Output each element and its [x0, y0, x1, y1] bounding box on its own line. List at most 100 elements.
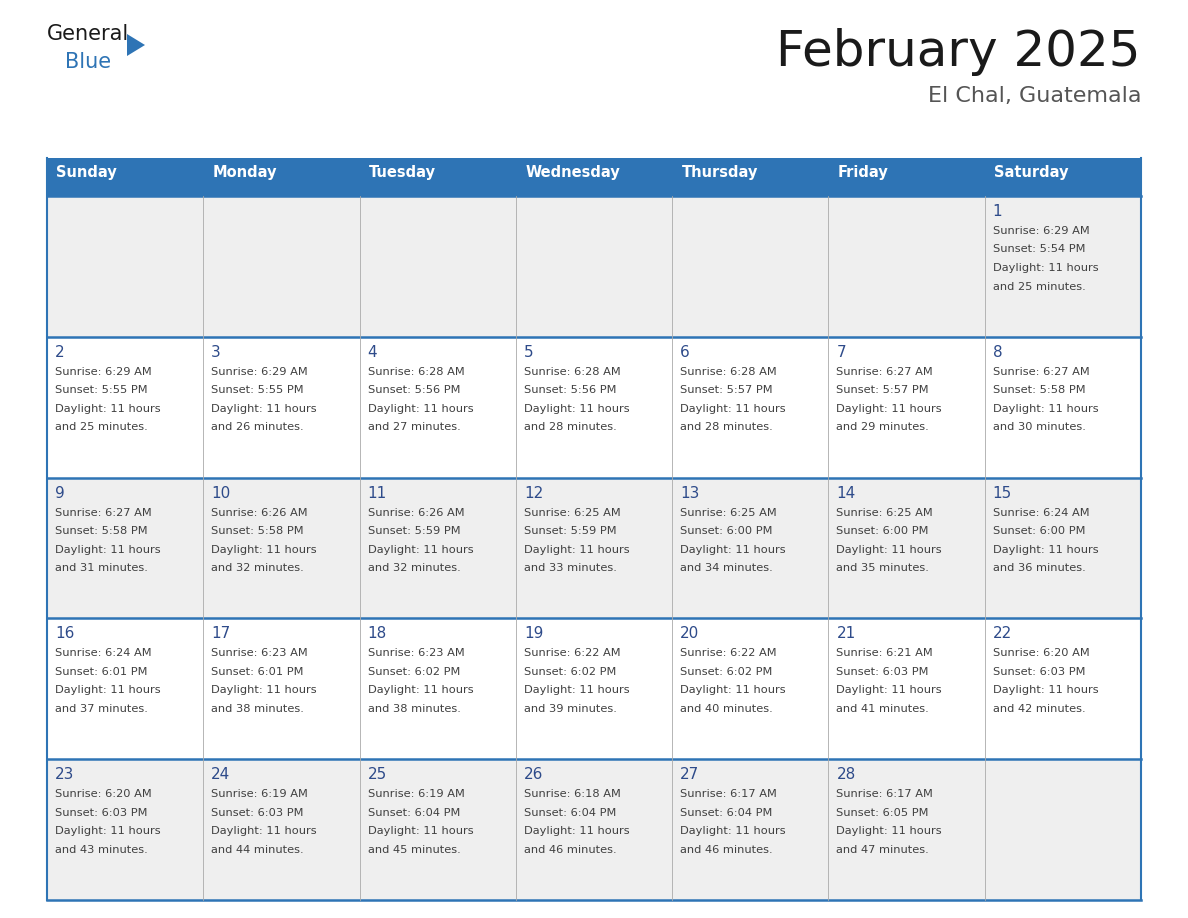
Text: February 2025: February 2025 — [777, 28, 1140, 76]
Text: Tuesday: Tuesday — [369, 165, 436, 180]
Text: and 28 minutes.: and 28 minutes. — [524, 422, 617, 432]
Text: and 38 minutes.: and 38 minutes. — [367, 704, 461, 714]
Text: 23: 23 — [55, 767, 75, 782]
Text: Sunrise: 6:22 AM: Sunrise: 6:22 AM — [524, 648, 620, 658]
Text: 2: 2 — [55, 345, 64, 360]
Text: Sunrise: 6:29 AM: Sunrise: 6:29 AM — [211, 367, 308, 376]
Text: Sunday: Sunday — [56, 165, 118, 180]
Text: Saturday: Saturday — [994, 165, 1068, 180]
Text: Sunset: 6:00 PM: Sunset: 6:00 PM — [681, 526, 772, 536]
Text: and 25 minutes.: and 25 minutes. — [55, 422, 147, 432]
Text: 1: 1 — [993, 204, 1003, 219]
Text: and 37 minutes.: and 37 minutes. — [55, 704, 147, 714]
Text: 16: 16 — [55, 626, 75, 642]
Text: and 44 minutes.: and 44 minutes. — [211, 845, 304, 855]
Text: Sunrise: 6:29 AM: Sunrise: 6:29 AM — [993, 226, 1089, 236]
Text: and 39 minutes.: and 39 minutes. — [524, 704, 617, 714]
Text: 15: 15 — [993, 486, 1012, 500]
Bar — [516, 158, 672, 196]
Text: and 34 minutes.: and 34 minutes. — [681, 563, 773, 573]
Text: and 36 minutes.: and 36 minutes. — [993, 563, 1086, 573]
Text: Sunset: 5:55 PM: Sunset: 5:55 PM — [55, 386, 147, 396]
Text: 8: 8 — [993, 345, 1003, 360]
Bar — [360, 158, 516, 196]
Bar — [48, 196, 1140, 337]
Text: Sunset: 6:02 PM: Sunset: 6:02 PM — [524, 666, 617, 677]
Text: 10: 10 — [211, 486, 230, 500]
Text: Daylight: 11 hours: Daylight: 11 hours — [836, 544, 942, 554]
Text: and 47 minutes.: and 47 minutes. — [836, 845, 929, 855]
Text: Sunset: 6:03 PM: Sunset: 6:03 PM — [55, 808, 147, 818]
Text: Sunset: 5:58 PM: Sunset: 5:58 PM — [211, 526, 304, 536]
Text: Sunrise: 6:25 AM: Sunrise: 6:25 AM — [524, 508, 620, 518]
Text: Friday: Friday — [838, 165, 889, 180]
Text: and 46 minutes.: and 46 minutes. — [681, 845, 772, 855]
Text: Daylight: 11 hours: Daylight: 11 hours — [524, 544, 630, 554]
Text: and 31 minutes.: and 31 minutes. — [55, 563, 147, 573]
Text: Sunset: 6:00 PM: Sunset: 6:00 PM — [836, 526, 929, 536]
Text: Daylight: 11 hours: Daylight: 11 hours — [211, 686, 317, 696]
Text: Daylight: 11 hours: Daylight: 11 hours — [524, 686, 630, 696]
Text: 4: 4 — [367, 345, 378, 360]
Text: Daylight: 11 hours: Daylight: 11 hours — [681, 826, 785, 836]
Text: Sunrise: 6:18 AM: Sunrise: 6:18 AM — [524, 789, 621, 800]
Bar — [48, 158, 203, 196]
Text: 14: 14 — [836, 486, 855, 500]
Text: Sunset: 5:57 PM: Sunset: 5:57 PM — [681, 386, 772, 396]
Text: Sunset: 6:04 PM: Sunset: 6:04 PM — [367, 808, 460, 818]
Text: Sunset: 5:56 PM: Sunset: 5:56 PM — [367, 386, 460, 396]
Text: Sunset: 5:58 PM: Sunset: 5:58 PM — [55, 526, 147, 536]
Polygon shape — [127, 34, 145, 56]
Text: Blue: Blue — [65, 52, 112, 72]
Text: Sunset: 6:01 PM: Sunset: 6:01 PM — [211, 666, 304, 677]
Text: 22: 22 — [993, 626, 1012, 642]
Text: 20: 20 — [681, 626, 700, 642]
Text: Sunrise: 6:25 AM: Sunrise: 6:25 AM — [836, 508, 934, 518]
Text: Sunrise: 6:24 AM: Sunrise: 6:24 AM — [993, 508, 1089, 518]
Text: Sunset: 5:56 PM: Sunset: 5:56 PM — [524, 386, 617, 396]
Text: and 38 minutes.: and 38 minutes. — [211, 704, 304, 714]
Text: Daylight: 11 hours: Daylight: 11 hours — [55, 404, 160, 414]
Text: and 32 minutes.: and 32 minutes. — [211, 563, 304, 573]
Text: and 35 minutes.: and 35 minutes. — [836, 563, 929, 573]
Bar — [985, 158, 1140, 196]
Text: Sunrise: 6:27 AM: Sunrise: 6:27 AM — [55, 508, 152, 518]
Text: 5: 5 — [524, 345, 533, 360]
Bar — [48, 477, 1140, 619]
Text: Wednesday: Wednesday — [525, 165, 620, 180]
Text: Daylight: 11 hours: Daylight: 11 hours — [367, 404, 473, 414]
Text: Sunrise: 6:29 AM: Sunrise: 6:29 AM — [55, 367, 152, 376]
Text: Sunrise: 6:27 AM: Sunrise: 6:27 AM — [993, 367, 1089, 376]
Text: Sunrise: 6:17 AM: Sunrise: 6:17 AM — [836, 789, 934, 800]
Text: Thursday: Thursday — [682, 165, 758, 180]
Text: Daylight: 11 hours: Daylight: 11 hours — [836, 404, 942, 414]
Text: Sunrise: 6:25 AM: Sunrise: 6:25 AM — [681, 508, 777, 518]
Text: Sunrise: 6:19 AM: Sunrise: 6:19 AM — [367, 789, 465, 800]
Text: Daylight: 11 hours: Daylight: 11 hours — [993, 686, 1099, 696]
Text: 7: 7 — [836, 345, 846, 360]
Text: Daylight: 11 hours: Daylight: 11 hours — [993, 263, 1099, 273]
Text: Daylight: 11 hours: Daylight: 11 hours — [367, 826, 473, 836]
Bar — [828, 158, 985, 196]
Text: Sunset: 5:57 PM: Sunset: 5:57 PM — [836, 386, 929, 396]
Bar — [48, 619, 1140, 759]
Text: 6: 6 — [681, 345, 690, 360]
Text: and 45 minutes.: and 45 minutes. — [367, 845, 460, 855]
Text: and 32 minutes.: and 32 minutes. — [367, 563, 460, 573]
Text: Sunset: 6:04 PM: Sunset: 6:04 PM — [524, 808, 617, 818]
Text: Sunset: 5:58 PM: Sunset: 5:58 PM — [993, 386, 1086, 396]
Text: Sunset: 6:00 PM: Sunset: 6:00 PM — [993, 526, 1085, 536]
Text: 13: 13 — [681, 486, 700, 500]
Text: Daylight: 11 hours: Daylight: 11 hours — [524, 826, 630, 836]
Text: 9: 9 — [55, 486, 65, 500]
Text: General: General — [48, 24, 129, 44]
Text: Sunset: 6:05 PM: Sunset: 6:05 PM — [836, 808, 929, 818]
Text: 26: 26 — [524, 767, 543, 782]
Text: Sunrise: 6:23 AM: Sunrise: 6:23 AM — [367, 648, 465, 658]
Text: and 26 minutes.: and 26 minutes. — [211, 422, 304, 432]
Text: Sunrise: 6:28 AM: Sunrise: 6:28 AM — [524, 367, 620, 376]
Text: Sunrise: 6:27 AM: Sunrise: 6:27 AM — [836, 367, 934, 376]
Text: Daylight: 11 hours: Daylight: 11 hours — [524, 404, 630, 414]
Text: and 30 minutes.: and 30 minutes. — [993, 422, 1086, 432]
Text: 17: 17 — [211, 626, 230, 642]
